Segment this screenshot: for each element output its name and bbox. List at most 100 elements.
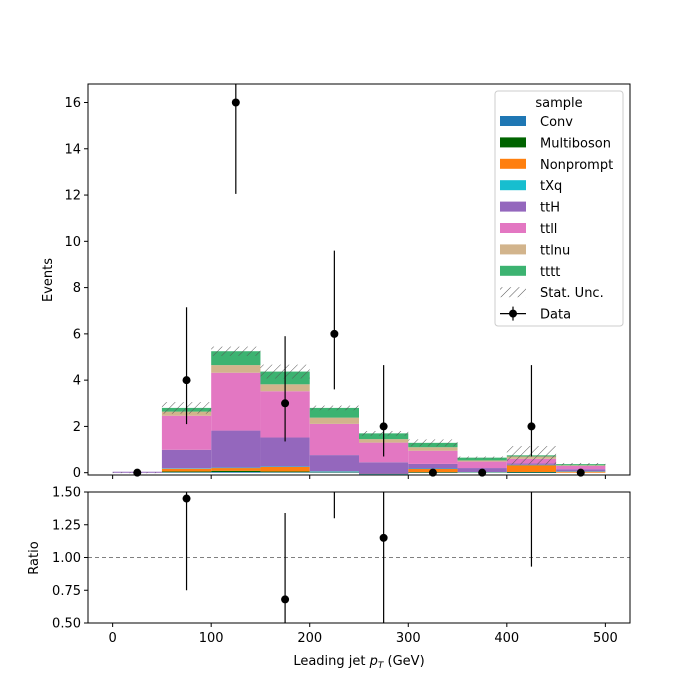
bar-ttlnu-bin-2 (211, 365, 261, 373)
ratio-point-0 (182, 494, 191, 503)
data-point-5 (379, 422, 388, 431)
ratio-point-4 (379, 533, 388, 542)
stat-unc-bin-7 (457, 456, 507, 459)
legend-label-conv: Conv (540, 115, 573, 130)
ratio-point-1 (232, 292, 240, 300)
bar-txq-bin-5 (359, 473, 409, 475)
legend-label-multiboson: Multiboson (540, 136, 611, 151)
bar-txq-bin-8 (506, 464, 557, 466)
ratio-y-tick-label: 1.25 (52, 518, 81, 533)
ratio-point-2 (281, 595, 290, 604)
bar-tth-bin-5 (359, 462, 409, 474)
bar-conv-bin-2 (211, 471, 261, 473)
bar-nonprompt-bin-3 (260, 466, 310, 472)
x-tick-label: 0 (108, 631, 116, 646)
bar-txq-bin-2 (211, 467, 261, 469)
bar-nonprompt-bin-8 (506, 465, 557, 472)
legend: sample Conv Multiboson Nonprompt tXq ttH ttll… (494, 90, 624, 327)
bar-multiboson-bin-8 (506, 471, 557, 473)
x-tick-label: 300 (396, 631, 421, 646)
x-axis-label-main: Leading jet (293, 654, 369, 669)
main-y-tick-label: 10 (64, 235, 81, 250)
data-point-4 (330, 329, 339, 338)
legend-swatch-conv (500, 116, 526, 126)
bar-multiboson-bin-3 (260, 471, 310, 473)
bar-multiboson-bin-2 (211, 470, 261, 472)
legend-label-tth: ttH (540, 201, 560, 216)
main-y-tick-label: 4 (73, 374, 81, 389)
main-y-tick-label: 8 (73, 281, 81, 296)
bar-ttlnu-bin-4 (309, 417, 359, 424)
bar-ttll-bin-6 (408, 450, 458, 464)
legend-swatch-txq (500, 180, 526, 191)
ratio-points (182, 292, 535, 623)
stat-unc-bin-6 (408, 439, 458, 447)
x-tick-label: 500 (593, 631, 618, 646)
legend-swatch-ttll (500, 223, 526, 233)
x-axis-label-p: p (369, 654, 378, 669)
bar-ttll-bin-2 (211, 372, 261, 431)
x-tick-label: 200 (297, 631, 322, 646)
legend-label-nonprompt: Nonprompt (540, 158, 613, 173)
main-y-tick-label: 14 (64, 142, 81, 157)
legend-title: sample (535, 96, 582, 111)
main-y-tick-label: 12 (64, 189, 81, 204)
legend-swatch-stat-unc (500, 287, 526, 298)
bar-tth-bin-6 (408, 463, 458, 469)
x-axis-label-subscript: T (378, 661, 385, 671)
ratio-y-tick-label: 1.00 (52, 551, 81, 566)
ratio-plot: 0.50 0.75 1.00 1.25 1.50 0 100 200 300 400 500 Ra… (27, 292, 631, 671)
ratio-x-axis: 0 100 200 300 400 500 (108, 623, 618, 646)
data-points (133, 84, 585, 477)
bar-tth-bin-4 (309, 455, 359, 472)
legend-swatch-multiboson (500, 137, 526, 148)
x-tick-label: 100 (199, 631, 224, 646)
main-y-axis-label: Events (41, 258, 56, 302)
legend-label-txq: tXq (540, 179, 562, 194)
bar-txq-bin-1 (161, 468, 212, 469)
bar-ttll-bin-4 (309, 423, 359, 456)
x-axis-label-unit: (GeV) (383, 654, 424, 669)
ratio-plot-frame (87, 491, 631, 624)
bar-conv-bin-4 (309, 472, 359, 473)
data-point-3 (281, 399, 290, 408)
x-axis-label: Leading jet pT (GeV) (293, 654, 424, 671)
legend-label-ttll: ttll (540, 222, 557, 237)
bar-ttlnu-bin-7 (457, 460, 507, 462)
main-y-tick-label: 16 (64, 96, 81, 111)
legend-swatch-nonprompt (500, 158, 526, 169)
bar-nonprompt-bin-1 (161, 468, 212, 472)
bar-tth-bin-1 (161, 449, 212, 469)
ratio-y-axis: 0.50 0.75 1.00 1.25 1.50 (52, 486, 88, 632)
main-y-tick-label: 6 (73, 327, 81, 342)
legend-label-ttlnu: ttlnu (540, 243, 570, 258)
bar-nonprompt-bin-2 (211, 468, 261, 471)
bar-tttt-bin-7 (457, 457, 507, 461)
bar-multiboson-bin-1 (161, 471, 212, 473)
stat-unc-bin-9 (556, 462, 606, 466)
legend-label-tttt: tttt (540, 265, 560, 280)
legend-swatch-ttlnu (500, 244, 526, 255)
bar-tttt-bin-4 (309, 407, 359, 418)
ratio-y-tick-label: 1.50 (52, 486, 81, 501)
legend-label-stat-unc-: Stat. Unc. (540, 286, 604, 301)
ratio-point-5 (527, 331, 535, 339)
legend-label-data: Data (540, 308, 571, 323)
data-point-2 (231, 98, 240, 107)
ratio-y-tick-label: 0.75 (52, 584, 81, 599)
bar-conv-bin-8 (506, 472, 557, 473)
stat-unc-bin-2 (211, 346, 261, 356)
bar-multiboson-bin-4 (309, 471, 359, 473)
legend-data-marker (509, 309, 517, 318)
bar-conv-bin-3 (260, 472, 310, 473)
legend-entries: Conv Multiboson Nonprompt tXq ttH ttll ttlnu tt… (500, 115, 613, 323)
bar-tth-bin-2 (211, 430, 261, 468)
x-tick-label: 400 (494, 631, 519, 646)
main-plot-frame (87, 83, 631, 476)
stat-unc-bin-4 (309, 405, 359, 411)
legend-swatch-tth (500, 201, 526, 212)
bar-txq-bin-3 (260, 466, 310, 467)
bar-ttlnu-bin-9 (556, 465, 606, 466)
main-y-axis: 0 2 4 6 8 10 12 14 16 (64, 96, 88, 481)
